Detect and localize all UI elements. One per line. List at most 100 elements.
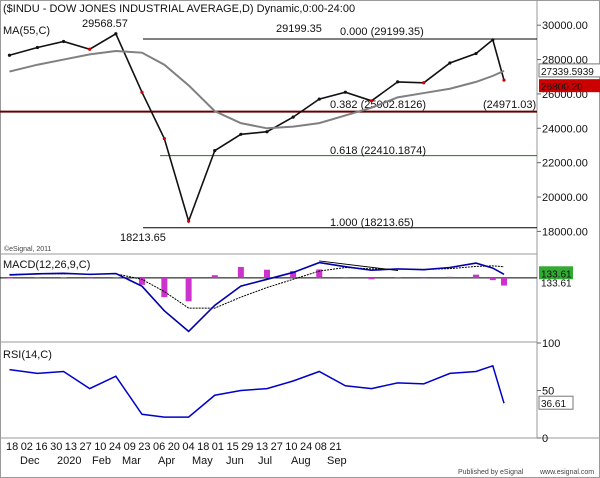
price-point [474, 51, 478, 56]
rsi-value-badge-text: 36.61 [541, 399, 566, 410]
month-label: Feb [92, 455, 111, 467]
site-url: www.esignal.com [539, 469, 594, 476]
date-tick-label: 20 [168, 441, 180, 453]
high-right-label: 29199.35 [276, 23, 322, 35]
rsi-axis-label: 100 [542, 338, 560, 350]
price-axis-label: 20000.00 [542, 192, 588, 204]
price-point [239, 132, 243, 136]
high-left-label: 29568.57 [82, 18, 128, 30]
price-point [140, 90, 144, 94]
month-label: Sep [327, 455, 347, 467]
macd-trendline [319, 260, 399, 272]
date-tick-label: 16 [35, 441, 47, 453]
date-tick-label: 27 [271, 441, 283, 453]
month-label: May [192, 455, 213, 467]
fib-000-label: 0.000 (29199.35) [340, 26, 424, 38]
macd-histogram-bar [342, 277, 349, 278]
price-point [422, 81, 426, 85]
date-tick-label: 10 [94, 441, 106, 453]
rsi-line [9, 364, 505, 418]
price-point [491, 38, 495, 42]
ma55-line [9, 49, 505, 130]
macd-line [9, 261, 505, 333]
price-point [291, 115, 295, 119]
month-label: Mar [122, 455, 141, 467]
date-tick-label: 06 [153, 441, 165, 453]
macd-histogram-bar [290, 271, 297, 278]
macd-signal-badge-text: 133.61 [541, 278, 572, 289]
date-tick-label: 21 [329, 441, 341, 453]
month-label: Aug [291, 455, 311, 467]
price-point [396, 80, 400, 84]
price-point [343, 90, 347, 94]
date-tick-label: 27 [80, 441, 92, 453]
support-label: (24971.03) [483, 99, 536, 111]
price-point [502, 78, 506, 82]
date-tick-label: 10 [285, 441, 297, 453]
ma-value-badge-text: 27339.5939 [541, 67, 594, 78]
month-label: Jul [258, 455, 272, 467]
macd-histogram-bar [161, 277, 168, 298]
date-tick-label: 02 [21, 441, 33, 453]
macd-legend: MACD(12,26,9,C) [3, 259, 90, 271]
ma-legend: MA(55,C) [3, 25, 50, 37]
macd-histogram-bar [6, 277, 13, 279]
date-tick-label: 04 [182, 441, 194, 453]
price-axis-label: 18000.00 [542, 226, 588, 238]
fib-618-label: 0.618 (22410.1874) [330, 145, 426, 157]
price-axis-label: 22000.00 [542, 158, 588, 170]
date-tick-label: 09 [124, 441, 136, 453]
price-point [162, 137, 166, 141]
chart-title: ($INDU - DOW JONES INDUSTRIAL AVERAGE,D)… [3, 3, 355, 15]
macd-histogram-bar [60, 277, 67, 278]
macd-histogram-bar [211, 275, 218, 278]
macd-value-badge [539, 266, 573, 280]
published-by: Published by eSignal [458, 469, 524, 476]
last-price-badge [539, 79, 600, 93]
macd-histogram-bar [489, 277, 496, 281]
date-tick-label: 01 [212, 441, 224, 453]
date-tick-label: 13 [256, 441, 268, 453]
date-tick-label: 23 [138, 441, 150, 453]
macd-histogram-bar [264, 269, 270, 278]
macd-histogram-bar [501, 277, 508, 286]
price-point [265, 130, 269, 134]
price-axis-label: 30000.00 [542, 20, 588, 32]
rsi-axis-label: 50 [542, 386, 554, 398]
month-label: 2020 [57, 455, 81, 467]
month-label: Apr [158, 455, 175, 467]
date-tick-label: 08 [315, 441, 327, 453]
date-tick-label: 18 [197, 441, 209, 453]
date-tick-label: 24 [109, 441, 121, 453]
month-label: Jun [226, 455, 244, 467]
watermark: ©eSignal, 2011 [4, 245, 52, 253]
macd-histogram-bar [237, 266, 244, 278]
macd-value-badge-text: 133.61 [541, 269, 572, 280]
date-tick-label: 18 [6, 441, 18, 453]
price-point [369, 99, 374, 103]
date-tick-label: 24 [300, 441, 312, 453]
macd-histogram-bar [473, 274, 480, 278]
price-axis-label: 24000.00 [542, 123, 588, 135]
macd-histogram-bar [446, 276, 453, 278]
macd-histogram-bar [316, 269, 323, 278]
date-tick-label: 13 [65, 441, 77, 453]
rsi-axis-label: 0 [542, 433, 548, 445]
macd-histogram-bar [138, 277, 145, 285]
price-point [35, 45, 40, 50]
month-label: Dec [20, 455, 40, 467]
date-tick-label: 30 [50, 441, 62, 453]
rsi-legend: RSI(14,C) [3, 349, 52, 361]
price-point [88, 47, 92, 51]
price-line [9, 32, 505, 224]
last-price-badge-text: 26800.20 [541, 82, 583, 93]
price-point [213, 149, 217, 153]
price-point [317, 97, 321, 101]
price-point [187, 219, 191, 223]
fib-100-label: 1.000 (18213.65) [330, 217, 414, 229]
macd-histogram-bar [368, 277, 375, 280]
price-point [448, 61, 452, 65]
